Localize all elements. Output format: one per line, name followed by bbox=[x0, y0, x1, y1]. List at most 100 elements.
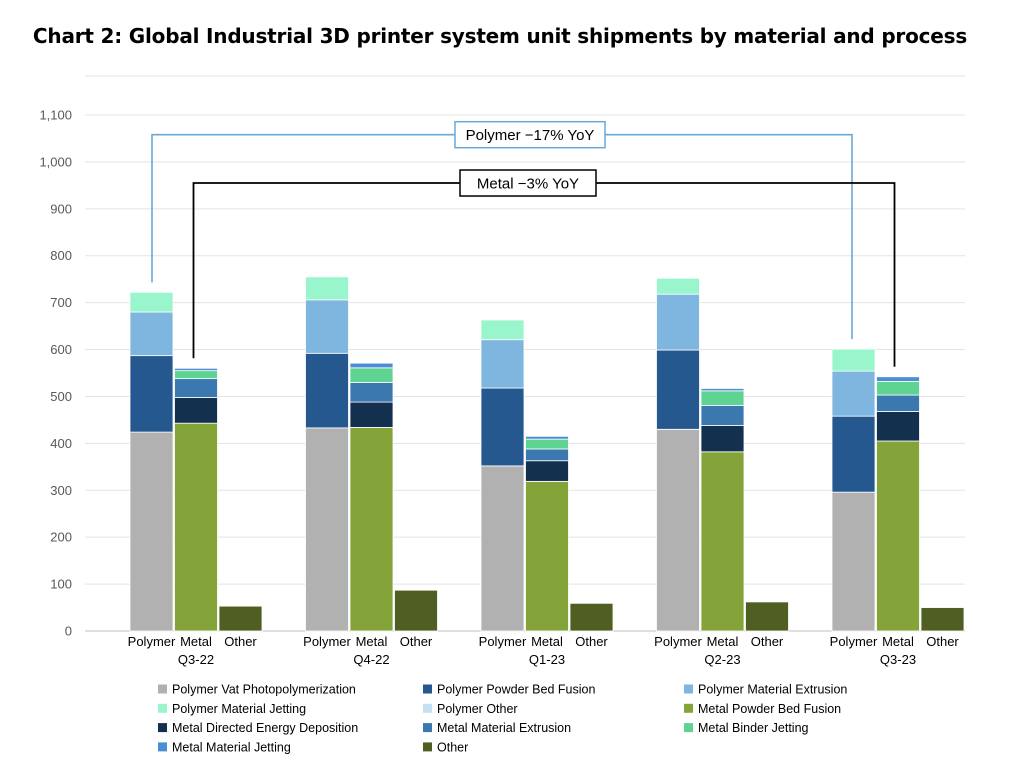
bar-segment bbox=[174, 422, 218, 632]
bar-category-label: Other bbox=[400, 634, 433, 649]
bar-segment bbox=[700, 390, 745, 406]
bar-segment bbox=[525, 438, 569, 450]
bar-category-label: Other bbox=[926, 634, 959, 649]
legend-swatch bbox=[684, 723, 693, 733]
yoy-bracket-line bbox=[192, 182, 896, 367]
y-tick-label: 100 bbox=[50, 577, 72, 592]
bar-segment bbox=[480, 319, 525, 341]
bar-segment bbox=[656, 277, 700, 295]
quarter-label: Q1-23 bbox=[529, 652, 565, 667]
bar-category-label: Metal bbox=[882, 634, 914, 649]
bar-segment bbox=[174, 370, 218, 380]
y-tick-label: 600 bbox=[50, 342, 72, 357]
legend-label: Polymer Material Jetting bbox=[172, 702, 306, 716]
legend-swatch bbox=[684, 684, 693, 694]
legend-label: Metal Binder Jetting bbox=[698, 721, 809, 735]
bar-segment bbox=[349, 427, 394, 632]
bar-segment bbox=[480, 387, 525, 467]
bar-segment bbox=[700, 451, 745, 632]
bar-category-label: Polymer bbox=[479, 634, 527, 649]
bar-segment bbox=[876, 394, 920, 412]
bar-category-label: Metal bbox=[356, 634, 388, 649]
x-axis-labels: Polymer Metal Other Q3-22 Polymer Metal Other Q… bbox=[128, 634, 960, 667]
bar-segment bbox=[656, 349, 700, 430]
bar-segment bbox=[349, 401, 394, 428]
y-tick-label: 1,100 bbox=[39, 108, 72, 123]
bar-segment bbox=[525, 435, 569, 440]
quarter-label: Q3-22 bbox=[178, 652, 214, 667]
bar-category-label: Other bbox=[224, 634, 257, 649]
legend-label: Metal Powder Bed Fusion bbox=[698, 702, 841, 716]
bar-segment bbox=[656, 428, 700, 632]
bar-segment bbox=[305, 299, 349, 354]
bars bbox=[129, 276, 965, 632]
bar-segment bbox=[876, 440, 920, 632]
bar-segment bbox=[525, 480, 569, 632]
quarter-label: Q3-23 bbox=[880, 652, 916, 667]
bar-category-label: Metal bbox=[707, 634, 739, 649]
bar-segment bbox=[831, 370, 876, 417]
legend-label: Polymer Vat Photopolymerization bbox=[172, 683, 356, 697]
bar-segment bbox=[349, 362, 394, 369]
legend-swatch bbox=[158, 723, 167, 733]
y-tick-label: 300 bbox=[50, 483, 72, 498]
bar-segment bbox=[174, 396, 218, 424]
bar-segment bbox=[129, 355, 174, 433]
legend-label: Polymer Material Extrusion bbox=[698, 683, 847, 697]
yoy-annotations: Polymer −17% YoY Metal −3% YoY bbox=[151, 120, 896, 367]
bar-segment bbox=[656, 293, 700, 351]
legend: Polymer Vat Photopolymerization Polymer P… bbox=[158, 683, 847, 754]
bar-segment bbox=[525, 460, 569, 482]
legend-swatch bbox=[423, 684, 432, 694]
bar-segment bbox=[876, 376, 920, 382]
bar-segment bbox=[218, 605, 263, 632]
bar-segment bbox=[174, 367, 218, 372]
bar-segment bbox=[831, 415, 876, 493]
yoy-label: Metal −3% YoY bbox=[477, 176, 579, 193]
legend-swatch bbox=[158, 684, 167, 694]
legend-label: Metal Directed Energy Deposition bbox=[172, 721, 358, 735]
chart-title: Chart 2: Global Industrial 3D printer sy… bbox=[32, 24, 968, 48]
legend-swatch bbox=[158, 742, 167, 752]
bar-category-label: Other bbox=[751, 634, 784, 649]
bar-category-label: Polymer bbox=[654, 634, 702, 649]
legend-swatch bbox=[423, 742, 432, 752]
y-tick-label: 700 bbox=[50, 295, 72, 310]
bar-segment bbox=[305, 276, 349, 301]
yoy-label: Polymer −17% YoY bbox=[466, 127, 595, 144]
bar-segment bbox=[305, 427, 349, 632]
y-tick-label: 200 bbox=[50, 530, 72, 545]
bar-segment bbox=[876, 381, 920, 396]
bar-segment bbox=[129, 431, 174, 632]
bar-category-label: Metal bbox=[180, 634, 212, 649]
yoy-label-box bbox=[454, 120, 606, 149]
bar-segment bbox=[700, 425, 745, 453]
y-tick-label: 500 bbox=[50, 389, 72, 404]
bar-category-label: Polymer bbox=[830, 634, 878, 649]
bar-segment bbox=[525, 448, 569, 462]
bar-segment bbox=[700, 404, 745, 426]
bar-segment bbox=[831, 348, 876, 372]
bar-segment bbox=[480, 465, 525, 632]
bar-segment bbox=[876, 411, 920, 442]
bar-segment bbox=[349, 367, 394, 383]
quarter-label: Q2-23 bbox=[704, 652, 740, 667]
bar-segment bbox=[129, 291, 174, 313]
bar-segment bbox=[700, 388, 745, 392]
y-axis: 0 100 200 300 400 500 600 700 800 900 1,000 1,100 bbox=[39, 108, 72, 639]
y-tick-label: 1,000 bbox=[39, 154, 72, 169]
bar-segment bbox=[349, 381, 394, 403]
yoy-bracket-line bbox=[151, 133, 853, 340]
bar-segment bbox=[305, 352, 349, 429]
yoy-label-box bbox=[459, 169, 597, 197]
legend-label: Metal Material Jetting bbox=[172, 740, 291, 754]
legend-label: Polymer Powder Bed Fusion bbox=[437, 683, 595, 697]
bar-category-label: Polymer bbox=[303, 634, 351, 649]
quarter-label: Q4-22 bbox=[353, 652, 389, 667]
bar-segment bbox=[394, 589, 438, 632]
legend-label: Other bbox=[437, 740, 468, 754]
bar-segment bbox=[920, 607, 965, 632]
legend-label: Metal Material Extrusion bbox=[437, 721, 571, 735]
y-tick-label: 0 bbox=[65, 624, 72, 639]
